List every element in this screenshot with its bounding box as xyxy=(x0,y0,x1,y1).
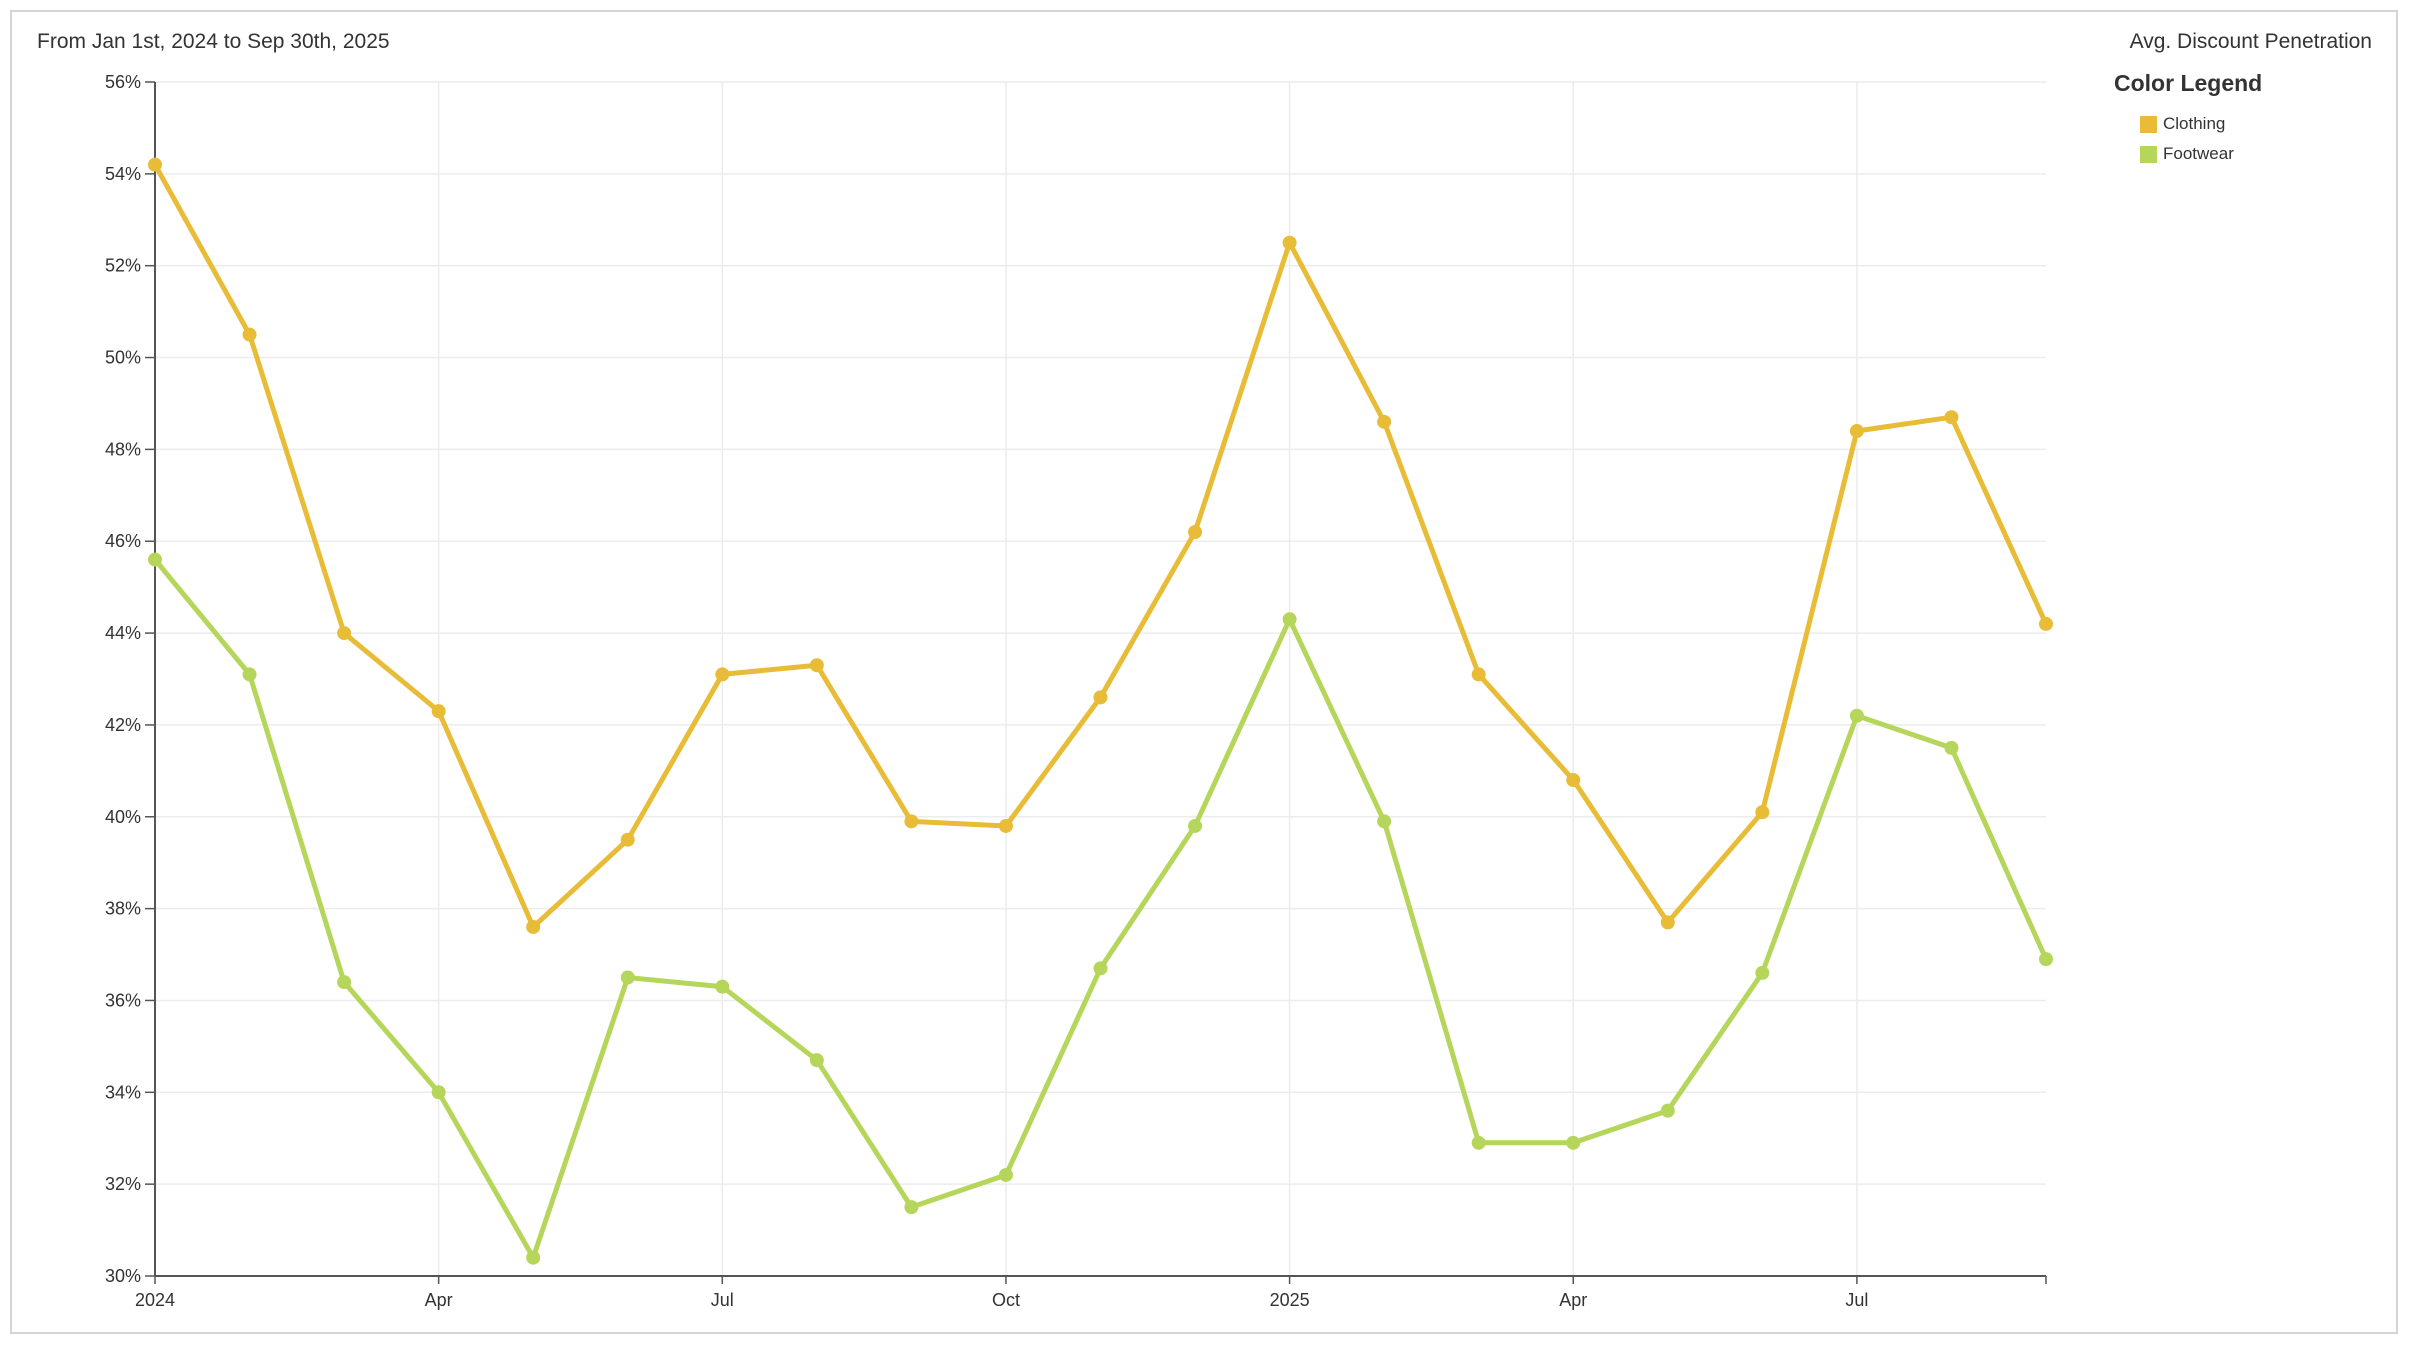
data-point-clothing[interactable] xyxy=(1188,525,1203,540)
legend-swatch-footwear xyxy=(2140,145,2157,163)
data-point-clothing[interactable] xyxy=(715,667,730,682)
data-point-clothing[interactable] xyxy=(1660,915,1675,930)
x-tick-label: Jul xyxy=(711,1290,734,1310)
y-tick-label: 34% xyxy=(105,1082,141,1102)
y-tick-label: 30% xyxy=(105,1266,141,1286)
data-point-clothing[interactable] xyxy=(1471,667,1486,682)
data-point-clothing[interactable] xyxy=(1755,805,1770,820)
x-tick-label: Apr xyxy=(1559,1290,1587,1310)
legend-label-footwear: Footwear xyxy=(2163,144,2234,163)
data-point-footwear[interactable] xyxy=(1566,1135,1581,1150)
data-point-clothing[interactable] xyxy=(337,626,352,641)
data-point-clothing[interactable] xyxy=(242,327,257,342)
data-point-clothing[interactable] xyxy=(431,704,446,719)
y-tick-label: 52% xyxy=(105,256,141,276)
data-point-footwear[interactable] xyxy=(904,1200,919,1215)
color-legend: Color Legend Clothing Footwear xyxy=(2114,70,2262,169)
data-point-footwear[interactable] xyxy=(526,1250,541,1265)
data-point-footwear[interactable] xyxy=(1093,961,1108,976)
y-tick-label: 56% xyxy=(105,72,141,92)
data-point-clothing[interactable] xyxy=(1282,235,1297,250)
data-point-clothing[interactable] xyxy=(1377,414,1392,429)
legend-item-clothing[interactable]: Clothing xyxy=(2114,109,2262,139)
data-point-footwear[interactable] xyxy=(1660,1103,1675,1118)
data-point-footwear[interactable] xyxy=(1377,814,1392,829)
data-point-footwear[interactable] xyxy=(337,975,352,990)
x-tick-label: 2025 xyxy=(1270,1290,1310,1310)
y-tick-label: 46% xyxy=(105,531,141,551)
metric-name-label: Avg. Discount Penetration xyxy=(2129,30,2372,53)
data-point-clothing[interactable] xyxy=(809,658,824,673)
data-point-clothing[interactable] xyxy=(904,814,919,829)
chart-frame: From Jan 1st, 2024 to Sep 30th, 2025 Avg… xyxy=(10,10,2398,1334)
y-tick-label: 32% xyxy=(105,1174,141,1194)
legend-title: Color Legend xyxy=(2114,70,2263,96)
y-tick-label: 40% xyxy=(105,807,141,827)
data-point-footwear[interactable] xyxy=(1849,708,1864,723)
data-point-footwear[interactable] xyxy=(431,1085,446,1100)
y-tick-label: 50% xyxy=(105,348,141,368)
data-point-clothing[interactable] xyxy=(2039,616,2053,631)
data-point-footwear[interactable] xyxy=(1944,740,1959,755)
y-tick-label: 38% xyxy=(105,899,141,919)
data-point-clothing[interactable] xyxy=(998,818,1013,833)
legend-item-footwear[interactable]: Footwear xyxy=(2114,139,2262,169)
data-point-clothing[interactable] xyxy=(620,832,635,847)
data-point-footwear[interactable] xyxy=(2039,952,2053,967)
data-point-footwear[interactable] xyxy=(148,552,162,567)
y-tick-label: 54% xyxy=(105,164,141,184)
data-point-footwear[interactable] xyxy=(1755,965,1770,980)
data-point-clothing[interactable] xyxy=(148,157,162,172)
y-tick-label: 42% xyxy=(105,715,141,735)
x-tick-label: 2024 xyxy=(135,1290,175,1310)
x-tick-label: Apr xyxy=(425,1290,453,1310)
data-point-footwear[interactable] xyxy=(715,979,730,994)
data-point-footwear[interactable] xyxy=(809,1053,824,1068)
series-layer xyxy=(148,157,2053,1265)
data-point-clothing[interactable] xyxy=(1944,410,1959,425)
data-point-clothing[interactable] xyxy=(526,919,541,934)
x-tick-label: Jul xyxy=(1845,1290,1868,1310)
y-tick-label: 36% xyxy=(105,990,141,1010)
date-range-label: From Jan 1st, 2024 to Sep 30th, 2025 xyxy=(37,30,390,53)
x-tick-label: Oct xyxy=(992,1290,1020,1310)
data-point-footwear[interactable] xyxy=(1188,818,1203,833)
data-point-footwear[interactable] xyxy=(1471,1135,1486,1150)
y-tick-label: 48% xyxy=(105,439,141,459)
data-point-clothing[interactable] xyxy=(1093,690,1108,705)
legend-swatch-clothing xyxy=(2140,115,2157,133)
axis-layer: 30% 32% 34% 36% 38% 40% 42% 44% 46% 48% 50% 52% 54% 5… xyxy=(105,72,2047,1310)
data-point-clothing[interactable] xyxy=(1849,424,1864,439)
data-point-footwear[interactable] xyxy=(998,1167,1013,1182)
line-chart: 30% 32% 34% 36% 38% 40% 42% 44% 46% 48% 50% 52% 54% 5… xyxy=(105,72,2053,1310)
data-point-footwear[interactable] xyxy=(620,970,635,985)
data-point-footwear[interactable] xyxy=(1282,612,1297,627)
y-tick-label: 44% xyxy=(105,623,141,643)
data-point-clothing[interactable] xyxy=(1566,773,1581,788)
data-point-footwear[interactable] xyxy=(242,667,257,682)
legend-label-clothing: Clothing xyxy=(2163,114,2226,133)
